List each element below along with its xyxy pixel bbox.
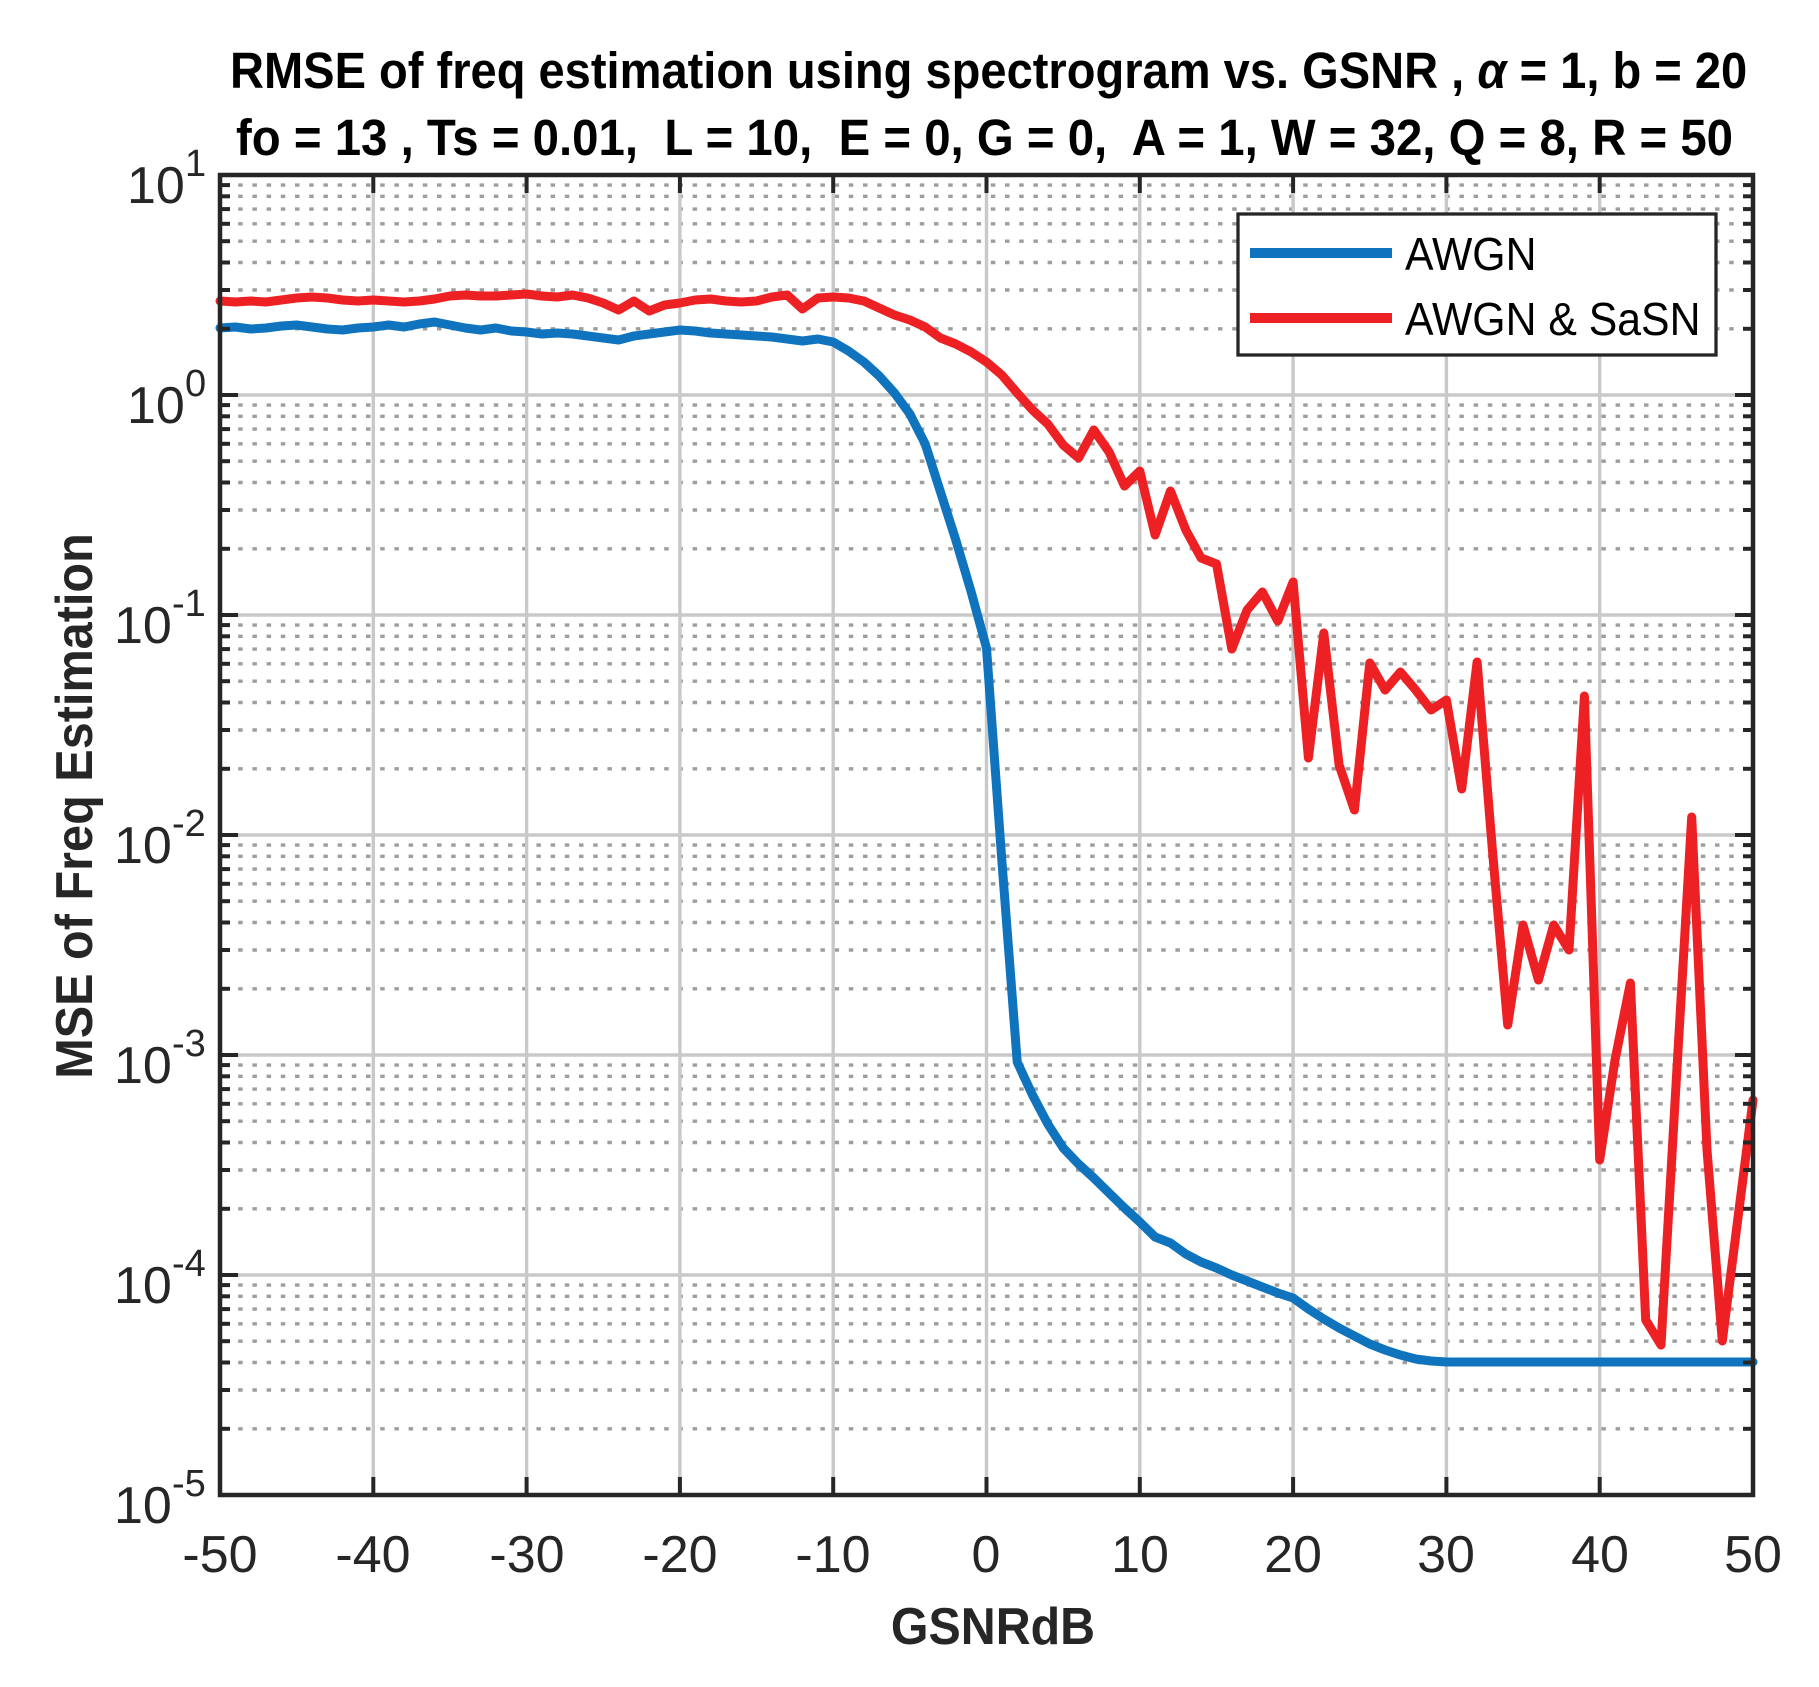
svg-text:-20: -20 [642, 1526, 717, 1584]
svg-text:0: 0 [185, 363, 206, 405]
svg-text:0: 0 [972, 1526, 1001, 1584]
svg-text:-1: -1 [172, 583, 206, 625]
svg-text:20: 20 [1264, 1526, 1322, 1584]
svg-text:-40: -40 [335, 1526, 410, 1584]
svg-text:AWGN & SaSN: AWGN & SaSN [1405, 295, 1700, 346]
svg-text:-3: -3 [172, 1023, 206, 1065]
svg-text:10: 10 [114, 1477, 172, 1535]
svg-text:10: 10 [114, 1037, 172, 1095]
svg-text:50: 50 [1724, 1526, 1782, 1584]
svg-text:10: 10 [127, 377, 185, 435]
svg-text:AWGN: AWGN [1405, 230, 1536, 281]
svg-text:10: 10 [1111, 1526, 1169, 1584]
svg-text:10: 10 [127, 157, 185, 215]
svg-text:10: 10 [114, 817, 172, 875]
svg-text:-5: -5 [172, 1463, 206, 1505]
svg-text:-2: -2 [172, 803, 206, 845]
svg-text:40: 40 [1571, 1526, 1629, 1584]
svg-text:30: 30 [1417, 1526, 1475, 1584]
svg-text:-4: -4 [172, 1243, 206, 1285]
svg-text:fo = 13 , Ts = 0.01, L = 10,: fo = 13 , Ts = 0.01, L = 10, E = 0, G = … [236, 109, 1733, 166]
svg-text:-50: -50 [182, 1526, 257, 1584]
svg-text:10: 10 [114, 1257, 172, 1315]
svg-text:GSNRdB: GSNRdB [891, 1597, 1095, 1655]
svg-text:-30: -30 [489, 1526, 564, 1584]
svg-text:MSE of Freq Estimation: MSE of Freq Estimation [44, 533, 103, 1079]
svg-text:1: 1 [185, 143, 206, 185]
svg-text:10: 10 [114, 597, 172, 655]
svg-text:RMSE of freq estimation using: RMSE of freq estimation using spectrogra… [230, 43, 1747, 99]
svg-text:-10: -10 [795, 1526, 870, 1584]
